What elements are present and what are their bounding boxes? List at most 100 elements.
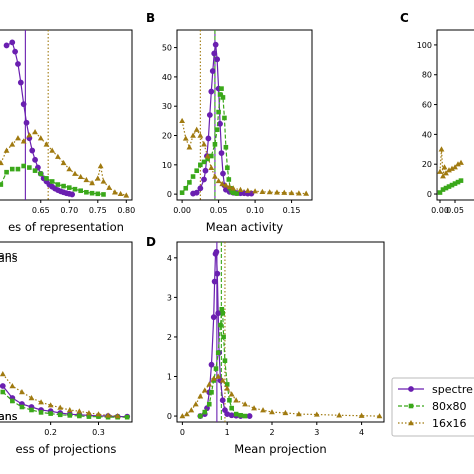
data-point-80x80 (206, 401, 212, 407)
data-point-spectre (202, 167, 209, 174)
data-point-80x80 (437, 190, 443, 195)
data-point-80x80 (19, 404, 25, 410)
data-point-16x16 (49, 147, 56, 153)
data-point-16x16 (192, 401, 199, 407)
data-point-80x80 (86, 414, 92, 419)
data-point-80x80 (218, 322, 223, 328)
y-tick-label: 2 (167, 333, 172, 342)
data-point-16x16 (437, 168, 443, 174)
data-point-80x80 (67, 413, 73, 418)
data-point-16x16 (269, 409, 275, 415)
data-point-spectre (17, 79, 24, 86)
legend-marker (408, 386, 414, 392)
data-point-spectre (206, 112, 213, 118)
data-point-80x80 (95, 191, 101, 197)
data-point-16x16 (37, 135, 44, 141)
data-point-16x16 (89, 180, 95, 186)
data-point-16x16 (77, 173, 84, 180)
plot-area (0, 30, 130, 200)
data-point-spectre (209, 68, 216, 74)
data-point-16x16 (303, 190, 310, 196)
x-tick-label: 0.80 (117, 206, 135, 215)
data-point-16x16 (0, 371, 6, 377)
x-axis-label: Mean projection (234, 442, 326, 456)
data-point-80x80 (440, 187, 446, 192)
data-point-16x16 (233, 397, 240, 403)
data-point-16x16 (105, 412, 111, 418)
legend: spectre 80x80 16x16 (391, 377, 474, 437)
data-point-80x80 (226, 177, 232, 182)
x-tick-label: 0.70 (60, 206, 78, 215)
x-tick-label: 0.05 (210, 206, 228, 215)
series-16x16 (179, 373, 383, 419)
data-point-16x16 (15, 135, 21, 141)
axes-frame (0, 29, 133, 201)
data-point-80x80 (57, 412, 63, 418)
x-tick-label: 0.15 (283, 206, 301, 215)
series-80x80 (0, 163, 106, 197)
data-point-16x16 (19, 389, 25, 395)
data-point-spectre (214, 56, 221, 63)
data-point-80x80 (230, 190, 236, 195)
data-point-16x16 (244, 187, 251, 193)
data-point-16x16 (66, 407, 73, 413)
x-tick-label: 0.00 (173, 206, 191, 215)
y-tick-label: 10 (162, 161, 172, 170)
data-point-16x16 (94, 175, 101, 181)
data-point-16x16 (28, 395, 35, 401)
data-point-16x16 (66, 166, 73, 172)
annotation-text: ans (0, 249, 18, 262)
data-point-80x80 (198, 162, 203, 168)
data-point-spectre (32, 156, 38, 163)
data-point-16x16 (446, 167, 452, 173)
annotation-text: ans (0, 410, 18, 423)
data-point-spectre (15, 61, 21, 67)
legend-box (391, 377, 474, 437)
data-point-80x80 (217, 92, 223, 97)
series-16x16 (0, 371, 121, 419)
y-tick-label: 3 (167, 293, 172, 302)
series-spectre (0, 383, 131, 420)
data-point-spectre (208, 361, 215, 368)
x-axis-label: ess of projections (16, 442, 117, 456)
data-point-spectre (3, 42, 10, 49)
y-tick-label: 50 (162, 44, 172, 53)
data-point-16x16 (100, 178, 107, 184)
panel-b: 0.00 0.05 0.10 0.15 0 10 20 30 40 50 Mean activity… (146, 11, 313, 234)
data-point-16x16 (20, 138, 27, 144)
data-point-16x16 (440, 173, 446, 179)
annotation-text: ans (0, 410, 18, 423)
x-axis-label: es of representation (8, 220, 124, 234)
data-point-spectre (214, 270, 221, 277)
data-point-16x16 (193, 126, 200, 132)
data-point-80x80 (214, 127, 220, 132)
data-point-16x16 (95, 411, 102, 417)
plot-area (179, 242, 383, 422)
panel-label: D (146, 235, 156, 249)
x-axis-label: Mean activity (206, 220, 284, 234)
data-point-16x16 (86, 410, 92, 416)
data-point-16x16 (358, 412, 365, 418)
data-point-80x80 (446, 184, 452, 189)
panel-label: B (146, 11, 155, 25)
x-tick-label: 0.3 (92, 428, 105, 437)
data-point-16x16 (259, 188, 266, 194)
data-point-16x16 (188, 407, 195, 413)
legend-marker (408, 420, 414, 426)
data-point-16x16 (438, 146, 445, 152)
data-point-16x16 (237, 186, 244, 192)
data-point-16x16 (97, 163, 104, 169)
y-tick-label: 60 (422, 101, 432, 110)
data-point-80x80 (201, 159, 207, 165)
data-point-spectre (205, 135, 212, 142)
data-point-80x80 (29, 407, 34, 413)
x-tick-label: 0.05 (446, 206, 464, 215)
data-point-80x80 (49, 179, 55, 184)
data-point-80x80 (84, 189, 89, 195)
data-point-spectre (201, 176, 207, 183)
data-point-16x16 (38, 399, 44, 405)
data-point-80x80 (9, 166, 15, 172)
data-point-80x80 (21, 163, 26, 169)
data-point-spectre (211, 50, 218, 57)
